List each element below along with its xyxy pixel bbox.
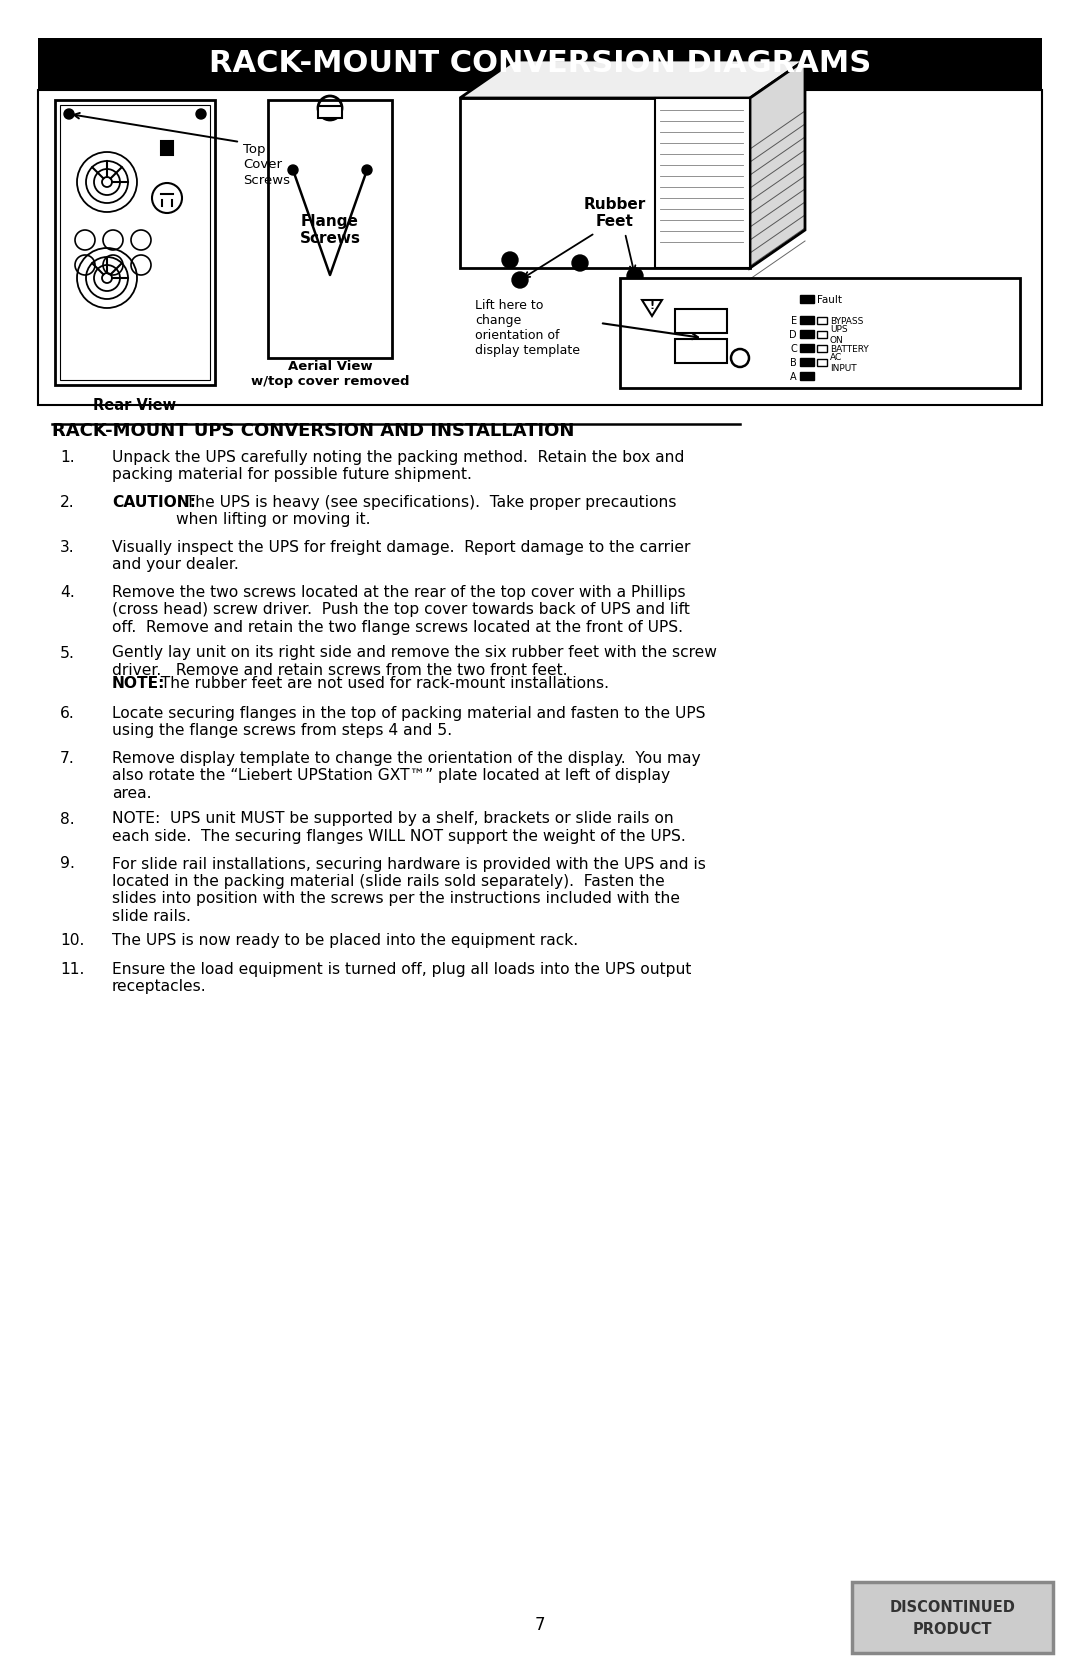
Text: NOTE:: NOTE:	[112, 676, 165, 691]
Circle shape	[362, 165, 372, 175]
Bar	[816, 359, 827, 366]
Bar	[816, 317, 827, 324]
Text: Lift here to
change
orientation of
display template: Lift here to change orientation of displ…	[475, 299, 580, 357]
Text: Locate securing flanges in the top of packing material and fasten to the UPS
usi: Locate securing flanges in the top of pa…	[112, 706, 705, 738]
Text: Fault: Fault	[816, 295, 842, 305]
Text: Unpack the UPS carefully noting the packing method.  Retain the box and
packing : Unpack the UPS carefully noting the pack…	[112, 451, 685, 482]
Bar	[800, 357, 814, 366]
Text: 6.: 6.	[60, 706, 75, 721]
Text: PRODUCT: PRODUCT	[913, 1622, 993, 1637]
Bar	[38, 90, 1042, 406]
Text: 1.: 1.	[60, 451, 75, 466]
Bar	[816, 330, 827, 339]
Text: Visually inspect the UPS for freight damage.  Report damage to the carrier
and y: Visually inspect the UPS for freight dam…	[112, 541, 690, 572]
Text: 4.: 4.	[60, 586, 75, 599]
Bar	[460, 98, 750, 269]
Bar	[800, 344, 814, 352]
Text: Rear View: Rear View	[94, 397, 176, 412]
Text: UPS
ON: UPS ON	[831, 325, 848, 345]
Text: E: E	[791, 315, 797, 325]
Text: B: B	[791, 357, 797, 367]
Text: Aerial View
w/top cover removed: Aerial View w/top cover removed	[251, 361, 409, 387]
Bar	[800, 295, 814, 304]
Text: A: A	[791, 372, 797, 382]
Bar	[38, 38, 1042, 90]
Text: RACK-MOUNT CONVERSION DIAGRAMS: RACK-MOUNT CONVERSION DIAGRAMS	[208, 50, 872, 78]
Circle shape	[502, 252, 518, 269]
Text: 8.: 8.	[60, 811, 75, 826]
Text: BATTERY: BATTERY	[831, 344, 868, 354]
Text: RACK-MOUNT UPS CONVERSION AND INSTALLATION: RACK-MOUNT UPS CONVERSION AND INSTALLATI…	[52, 422, 575, 441]
Text: Gently lay unit on its right side and remove the six rubber feet with the screw
: Gently lay unit on its right side and re…	[112, 646, 717, 678]
Text: The rubber feet are not used for rack-mount installations.: The rubber feet are not used for rack-mo…	[151, 676, 609, 691]
Circle shape	[288, 165, 298, 175]
FancyBboxPatch shape	[852, 1582, 1053, 1652]
Bar	[620, 279, 1020, 387]
Text: 5.: 5.	[60, 646, 75, 661]
Text: 11.: 11.	[60, 961, 84, 976]
Text: BYPASS: BYPASS	[831, 317, 863, 325]
Text: CAUTION:: CAUTION:	[112, 496, 195, 511]
Text: Rubber
Feet: Rubber Feet	[584, 197, 646, 229]
Text: !: !	[649, 300, 654, 310]
Text: 3.: 3.	[60, 541, 75, 556]
Text: NOTE:  UPS unit MUST be supported by a shelf, brackets or slide rails on
each si: NOTE: UPS unit MUST be supported by a sh…	[112, 811, 686, 845]
Bar	[675, 309, 727, 334]
Text: 7.: 7.	[60, 751, 75, 766]
Text: D: D	[789, 330, 797, 340]
Polygon shape	[460, 60, 805, 98]
Text: C: C	[791, 344, 797, 354]
Bar	[60, 105, 210, 381]
Circle shape	[512, 272, 528, 289]
Text: 10.: 10.	[60, 933, 84, 948]
Text: 9.: 9.	[60, 856, 75, 871]
Text: For slide rail installations, securing hardware is provided with the UPS and is
: For slide rail installations, securing h…	[112, 856, 706, 923]
Text: DISCONTINUED: DISCONTINUED	[890, 1601, 1015, 1616]
Text: The UPS is heavy (see specifications).  Take proper precautions
when lifting or : The UPS is heavy (see specifications). T…	[176, 496, 676, 527]
Text: 2.: 2.	[60, 496, 75, 511]
Bar	[800, 315, 814, 324]
Circle shape	[627, 269, 643, 284]
Circle shape	[572, 255, 588, 270]
Bar	[55, 100, 215, 386]
Bar	[675, 339, 727, 362]
Text: AC
INPUT: AC INPUT	[831, 354, 856, 372]
Bar	[161, 140, 173, 155]
Text: Flange
Screws: Flange Screws	[299, 214, 361, 247]
Text: Ensure the load equipment is turned off, plug all loads into the UPS output
rece: Ensure the load equipment is turned off,…	[112, 961, 691, 995]
Bar	[654, 98, 750, 269]
Text: Remove the two screws located at the rear of the top cover with a Phillips
(cros: Remove the two screws located at the rea…	[112, 586, 690, 634]
Circle shape	[195, 108, 206, 118]
Bar	[800, 330, 814, 339]
Text: The UPS is now ready to be placed into the equipment rack.: The UPS is now ready to be placed into t…	[112, 933, 578, 948]
Text: Top
Cover
Screws: Top Cover Screws	[243, 144, 291, 187]
Bar	[816, 345, 827, 352]
Text: 7: 7	[535, 1616, 545, 1634]
Polygon shape	[750, 60, 805, 269]
Bar	[268, 100, 392, 357]
Text: Remove display template to change the orientation of the display.  You may
also : Remove display template to change the or…	[112, 751, 701, 801]
Bar	[800, 372, 814, 381]
Polygon shape	[642, 300, 662, 315]
Bar	[318, 107, 342, 118]
Circle shape	[64, 108, 75, 118]
